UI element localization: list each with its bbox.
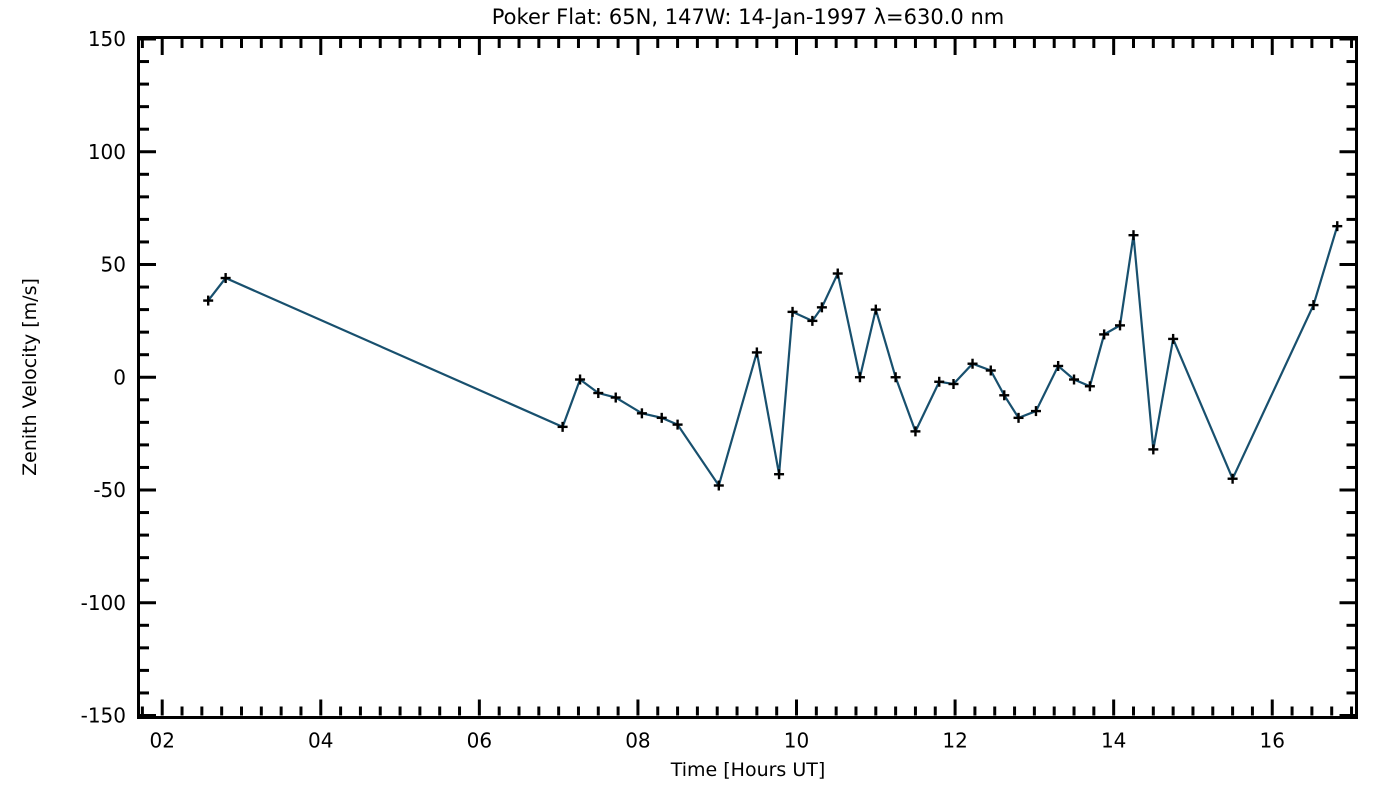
data-point-marker-plus [636,408,647,419]
y-tick-label: 0 [113,365,126,389]
data-point-marker-plus [1084,381,1095,392]
data-point-marker-plus [593,388,604,399]
x-axis-major-ticks [160,39,1274,716]
data-point-marker-plus [967,358,978,369]
x-tick-label: 02 [149,729,174,753]
data-point-marker-plus [1030,406,1041,417]
y-tick-label: -100 [81,591,126,615]
y-axis-label: Zenith Velocity [m/s] [19,278,41,476]
y-tick-label: 150 [88,27,126,51]
data-point-marker-plus [1099,329,1110,340]
plot-frame [137,36,1358,719]
data-point-marker-plus [751,347,762,358]
data-point-marker-plus [1013,412,1024,423]
chart-title: Poker Flat: 65N, 147W: 14-Jan-1997 λ=630… [492,5,1004,29]
data-point-marker-plus [1308,300,1319,311]
x-tick-label: 16 [1260,729,1285,753]
data-point-marker-plus [1332,221,1343,232]
x-tick-label: 04 [308,729,333,753]
data-markers [203,221,1343,491]
x-tick-label: 10 [784,729,809,753]
data-point-marker-plus [1227,473,1238,484]
data-point-marker-plus [1128,230,1139,241]
data-point-marker-plus [910,426,921,437]
data-point-marker-plus [713,480,724,491]
data-series-layer [203,221,1343,491]
data-point-marker-plus [203,295,214,306]
data-point-marker-plus [816,302,827,313]
data-point-marker-plus [575,374,586,385]
data-point-marker-plus [870,304,881,315]
data-point-marker-plus [610,392,621,403]
data-point-marker-plus [832,268,843,279]
data-point-marker-plus [854,372,865,383]
y-tick-label: 100 [88,140,126,164]
data-point-marker-plus [656,412,667,423]
y-axis-minor-ticks [140,60,1356,695]
y-tick-label: 50 [101,253,126,277]
x-axis-minor-ticks [140,39,1354,716]
x-axis-label: Time [Hours UT] [670,759,826,781]
data-point-marker-plus [890,372,901,383]
data-point-marker-plus [948,379,959,390]
data-point-marker-plus [807,315,818,326]
x-tick-label: 06 [467,729,492,753]
y-tick-label: -150 [81,704,126,728]
data-point-marker-plus [1115,320,1126,331]
data-point-marker-plus [672,419,683,430]
data-point-marker-plus [934,376,945,387]
data-point-marker-plus [1069,374,1080,385]
data-point-marker-plus [1148,444,1159,455]
data-point-marker-plus [557,421,568,432]
data-point-marker-plus [787,306,798,317]
data-point-marker-plus [220,273,231,284]
data-point-marker-plus [774,469,785,480]
data-point-marker-plus [1168,333,1179,344]
data-point-marker-plus [999,390,1010,401]
x-tick-label: 14 [1101,729,1126,753]
data-point-marker-plus [985,365,996,376]
x-axis-tick-labels: 02 04 06 08 10 12 14 16 [149,729,1284,753]
y-tick-label: -50 [93,478,126,502]
data-point-marker-plus [1053,360,1064,371]
y-axis-tick-labels: -150 -100 -50 0 50 100 150 [81,27,126,728]
x-tick-label: 12 [942,729,967,753]
x-tick-label: 08 [625,729,650,753]
